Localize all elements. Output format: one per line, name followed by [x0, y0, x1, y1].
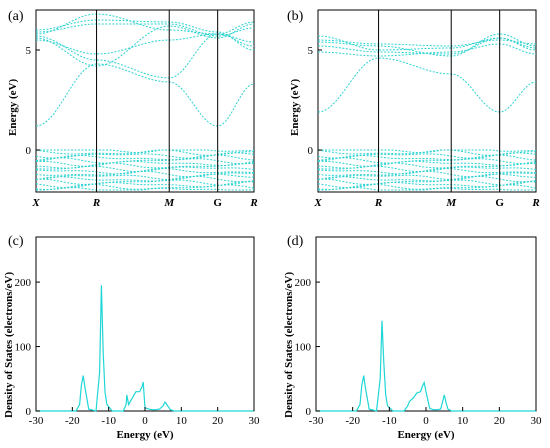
- panel-d-x-axis-label: Energy (eV): [397, 429, 454, 441]
- panel-b-frame: [317, 9, 537, 193]
- panel-c-x-ticks: -30 -20 -10 0 10 20 30: [29, 407, 260, 427]
- x-tick-label: -30: [29, 415, 44, 427]
- kpoint-label: G: [213, 197, 222, 209]
- y-tick-label: 5: [308, 45, 314, 57]
- panel-d-frame: [315, 236, 537, 412]
- x-tick-label: -30: [309, 415, 324, 427]
- panel-c-x-axis-label: Energy (eV): [116, 429, 173, 441]
- panel-b-label: (b): [287, 9, 304, 24]
- valence-band: [35, 162, 255, 169]
- panel-d-label: (d): [287, 234, 304, 249]
- x-tick-label: -20: [65, 415, 80, 427]
- panel-b: (b) 05 X R M G R Energy (eV): [287, 9, 540, 209]
- y-tick-label: 0: [26, 406, 32, 418]
- x-tick-label: 30: [249, 415, 261, 427]
- x-tick-label: 0: [423, 415, 429, 427]
- kpoint-label: X: [31, 197, 40, 209]
- panel-d-x-ticks: -30 -20 -10 0 10 20 30: [309, 407, 542, 427]
- conduction-band: [35, 13, 255, 35]
- panel-a-label: (a): [8, 9, 24, 24]
- panel-d-dos-curve: [316, 320, 536, 412]
- conduction-band: [317, 57, 537, 113]
- panel-b-y-axis-label: Energy (eV): [289, 79, 301, 136]
- panel-b-y-ticks: 05: [308, 45, 322, 157]
- conduction-band: [35, 23, 255, 67]
- valence-band: [317, 162, 537, 169]
- x-tick-label: 20: [212, 415, 224, 427]
- y-tick-label: 100: [295, 342, 312, 354]
- panel-d-y-axis-label: Density of States (electrons/eV): [283, 272, 295, 418]
- y-tick-label: 0: [26, 145, 32, 157]
- x-tick-label: 10: [176, 415, 188, 427]
- panel-b-bands: [317, 33, 537, 191]
- panel-c-y-ticks: 0 100 200: [15, 277, 40, 418]
- y-tick-label: 0: [306, 406, 312, 418]
- kpoint-label: G: [495, 197, 504, 209]
- panel-c-y-axis-label: Density of States (electrons/eV): [3, 272, 15, 418]
- y-tick-label: 200: [15, 277, 32, 289]
- panel-a-kpoint-lines: [96, 10, 219, 192]
- kpoint-label: M: [163, 197, 175, 209]
- x-tick-label: 30: [531, 415, 543, 427]
- panel-b-kpoint-lines: [378, 10, 501, 192]
- panel-d: (d) -30 -20 -10 0 10 20 30 0 100 200 Energy (eV)…: [283, 234, 542, 441]
- panel-c-label: (c): [8, 234, 24, 249]
- conduction-band: [35, 33, 254, 79]
- panel-a-y-ticks: 05: [26, 45, 40, 157]
- panel-d-y-ticks: 0 100 200: [295, 277, 320, 418]
- y-tick-label: 0: [308, 145, 314, 157]
- conduction-band: [317, 35, 537, 51]
- conduction-band: [318, 39, 536, 47]
- panel-a-bands: [35, 13, 255, 191]
- kpoint-label: R: [531, 197, 539, 209]
- panel-a-x-labels: X R M G R: [31, 197, 257, 209]
- x-tick-label: 10: [457, 415, 469, 427]
- kpoint-label: M: [445, 197, 457, 209]
- conduction-band: [35, 33, 255, 55]
- kpoint-label: R: [92, 197, 100, 209]
- y-tick-label: 5: [26, 45, 32, 57]
- kpoint-label: R: [374, 197, 382, 209]
- y-tick-label: 200: [295, 277, 312, 289]
- kpoint-label: X: [313, 197, 322, 209]
- x-tick-label: -10: [101, 415, 116, 427]
- x-tick-label: -10: [382, 415, 397, 427]
- panel-c-dos-curve: [36, 285, 254, 412]
- panel-b-x-labels: X R M G R: [313, 197, 539, 209]
- x-tick-label: -20: [345, 415, 360, 427]
- panel-c: (c) -30 -20 -10 0 10 20 30 0 100 200 Energy (eV)…: [3, 234, 260, 441]
- panel-a: (a) 05 X R M G R Energy (eV): [7, 9, 258, 209]
- panel-a-y-axis-label: Energy (eV): [7, 79, 19, 136]
- x-tick-label: 20: [494, 415, 506, 427]
- kpoint-label: R: [249, 197, 257, 209]
- panel-c-frame: [35, 236, 255, 412]
- y-tick-label: 100: [15, 342, 32, 354]
- x-tick-label: 0: [142, 415, 148, 427]
- panel-a-frame: [35, 9, 255, 193]
